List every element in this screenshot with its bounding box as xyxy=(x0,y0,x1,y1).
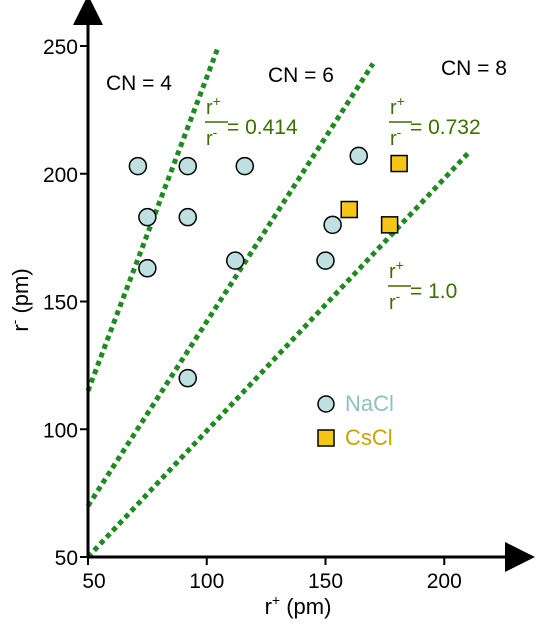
y-tick-label: 200 xyxy=(43,164,78,187)
legend-label-cscl: CsCl xyxy=(345,425,393,450)
svg-text:= 1.0: = 1.0 xyxy=(410,280,457,303)
y-axis-label: r- (pm) xyxy=(6,268,33,331)
region-label-cn8: CN = 8 xyxy=(441,57,507,80)
ratio-line-0732 xyxy=(85,62,376,508)
data-point-nacl xyxy=(178,368,197,388)
y-tick-label: 50 xyxy=(55,547,78,570)
data-point-nacl xyxy=(323,215,342,235)
ratio-line-1 xyxy=(86,151,470,559)
x-tick-label: 200 xyxy=(427,570,462,593)
svg-text:r+: r+ xyxy=(390,93,405,119)
ratio-annotation-0732: r+ r- = 0.732 xyxy=(389,93,481,150)
data-point-nacl xyxy=(178,207,197,227)
svg-text:r-: r- xyxy=(389,288,401,314)
legend-marker-nacl xyxy=(317,395,335,413)
svg-text:= 0.732: = 0.732 xyxy=(410,116,481,139)
x-tick-label: 50 xyxy=(82,570,105,593)
data-point-cscl xyxy=(380,216,399,234)
x-tick-label: 100 xyxy=(189,570,224,593)
ratio-annotation-0414: r+ r- = 0.414 xyxy=(205,93,298,150)
y-tick-label: 150 xyxy=(43,292,78,315)
svg-text:r-: r- xyxy=(390,124,402,150)
region-label-cn4: CN = 4 xyxy=(106,72,172,95)
ratio-annotation-10: r+ r- = 1.0 xyxy=(388,257,457,314)
svg-text:= 0.414: = 0.414 xyxy=(227,116,298,139)
data-point-nacl xyxy=(235,156,254,176)
data-point-nacl xyxy=(138,207,157,227)
data-point-nacl xyxy=(226,251,245,270)
x-axis-label: r+ (pm) xyxy=(265,592,332,619)
data-point-nacl xyxy=(128,156,148,176)
svg-text:r-: r- xyxy=(206,124,218,150)
data-point-cscl xyxy=(340,200,358,219)
data-point-nacl xyxy=(316,251,335,270)
legend: NaCl CsCl xyxy=(317,391,394,450)
y-tick-label: 100 xyxy=(43,419,78,442)
svg-text:r+: r+ xyxy=(389,257,404,283)
svg-text:r+: r+ xyxy=(206,93,221,119)
data-points xyxy=(128,146,408,388)
legend-label-nacl: NaCl xyxy=(345,391,394,416)
x-tick-label: 150 xyxy=(308,570,343,593)
data-point-nacl xyxy=(178,156,197,176)
legend-marker-cscl xyxy=(317,429,335,447)
data-point-nacl xyxy=(138,259,157,278)
axis-ticks: 50 100 150 200 50 100 150 200 250 xyxy=(43,36,462,593)
region-label-cn6: CN = 6 xyxy=(268,64,334,87)
data-point-cscl xyxy=(390,154,408,173)
data-point-nacl xyxy=(349,146,368,166)
y-tick-label: 250 xyxy=(43,36,78,59)
